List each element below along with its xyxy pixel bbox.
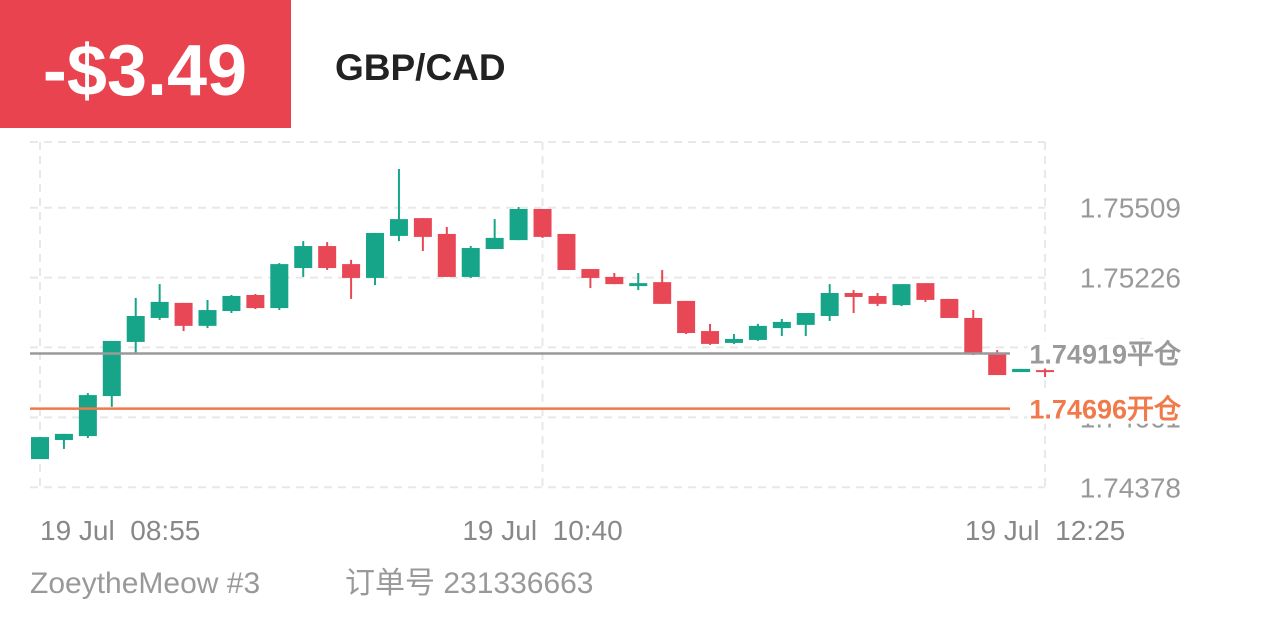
pnl-badge: [0, 0, 291, 128]
candle-body: [677, 300, 696, 334]
candle-body: [916, 283, 935, 300]
candle-body: [653, 282, 672, 304]
candle-body: [485, 237, 504, 250]
candle-body: [557, 233, 576, 271]
candle-body: [318, 246, 337, 269]
x-tick-label: 19 Jul 10:40: [462, 515, 622, 546]
candle-body: [1036, 370, 1055, 373]
candle-body: [54, 433, 73, 441]
candle-body: [461, 248, 480, 277]
candle-body: [437, 233, 456, 277]
price-label-bg: [1027, 393, 1184, 424]
candle-body: [940, 298, 959, 318]
candle-body: [868, 295, 887, 304]
candle-body: [389, 219, 408, 236]
candle-body: [222, 295, 241, 312]
candle-body: [820, 293, 839, 316]
candle-body: [533, 208, 552, 237]
candle-body: [772, 321, 791, 329]
y-tick-label: 1.75226: [1080, 263, 1181, 294]
candle-body: [31, 437, 49, 460]
pnl: -$3.49: [43, 31, 247, 111]
x-tick-label: 19 Jul 08:55: [40, 515, 200, 546]
candle-body: [1012, 368, 1031, 373]
symbol: GBP/CAD: [335, 47, 506, 88]
candle-body: [605, 276, 624, 285]
order-number: 订单号 231336663: [345, 567, 594, 600]
candle-body: [366, 232, 385, 278]
candle-body: [270, 264, 289, 309]
candle-body: [102, 340, 121, 397]
candle-body: [78, 395, 97, 437]
price-label: 1.74696开仓: [1029, 395, 1182, 425]
candle-body: [748, 325, 767, 340]
candle-body: [150, 301, 169, 318]
price-label-bg: [1027, 338, 1184, 369]
price-label: 1.74919平仓: [1029, 340, 1182, 370]
candle-body: [342, 264, 361, 278]
candle-body: [174, 302, 193, 326]
y-tick-label: 1.75509: [1080, 193, 1181, 224]
candle-body: [126, 315, 145, 342]
candle-body: [724, 338, 743, 343]
candle-body: [294, 246, 313, 269]
candle-body: [581, 269, 600, 278]
y-tick-label: 1.74378: [1080, 472, 1181, 503]
candle-body: [198, 310, 217, 326]
candle-body: [796, 313, 815, 325]
x-tick-label: 19 Jul 12:25: [965, 515, 1125, 546]
candle-body: [988, 353, 1007, 376]
candle-body: [413, 218, 432, 237]
candle-body: [844, 293, 863, 297]
candle-body: [509, 208, 528, 241]
candle-body: [892, 284, 911, 306]
candle-body: [629, 283, 648, 287]
account: ZoeytheMeow #3: [30, 567, 260, 600]
candle-body: [964, 317, 983, 354]
candle-body: [701, 331, 720, 344]
candle-body: [246, 294, 265, 309]
